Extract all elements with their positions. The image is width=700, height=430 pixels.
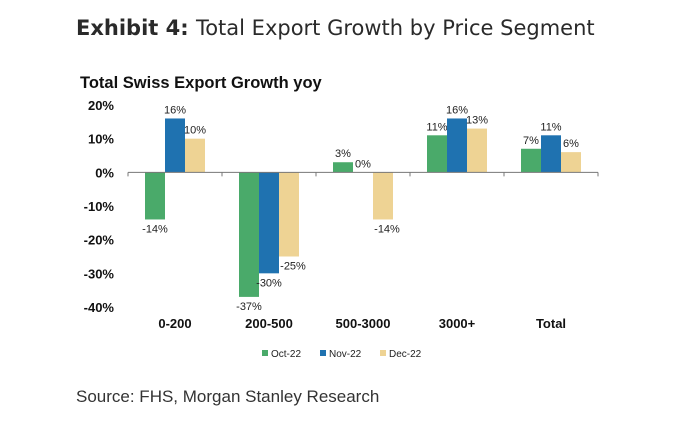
data-label: 16%	[164, 104, 186, 116]
y-tick-label: -30%	[84, 266, 115, 281]
data-label: 10%	[184, 125, 206, 137]
bar-chart: 20%10%0%-10%-20%-30%-40%-14%-37%3%11%7%1…	[84, 98, 599, 360]
y-tick-label: 0%	[95, 165, 114, 180]
data-label: 0%	[355, 158, 371, 170]
bar-oct-22-3000+	[427, 135, 447, 173]
data-label: -14%	[374, 223, 400, 235]
data-label: 7%	[523, 135, 539, 147]
bar-nov-22-200-500	[259, 172, 279, 274]
bar-dec-22-500-3000	[373, 172, 393, 220]
bar-dec-22-200-500	[279, 172, 299, 257]
data-label: 13%	[466, 115, 488, 127]
y-tick-label: 20%	[88, 98, 114, 113]
legend-label: Nov-22	[329, 349, 362, 360]
data-label: 3%	[335, 148, 351, 160]
source-note: Source: FHS, Morgan Stanley Research	[76, 387, 380, 406]
bar-nov-22-3000+	[447, 118, 467, 173]
category-label: 3000+	[439, 316, 476, 331]
data-label: -30%	[256, 277, 282, 289]
bar-dec-22-Total	[561, 152, 581, 173]
y-tick-label: 10%	[88, 132, 114, 147]
data-label: 11%	[540, 121, 561, 133]
chart-title: Total Swiss Export Growth yoy	[80, 74, 322, 92]
legend-label: Dec-22	[389, 349, 422, 360]
category-label: Total	[536, 316, 566, 331]
category-label: 0-200	[158, 316, 191, 331]
data-label: -25%	[280, 261, 306, 273]
y-tick-label: -10%	[84, 199, 115, 214]
bar-oct-22-Total	[521, 148, 541, 173]
bar-oct-22-200-500	[239, 172, 259, 297]
bar-oct-22-0-200	[145, 172, 165, 220]
y-tick-label: -40%	[84, 300, 115, 315]
data-label: 16%	[446, 104, 468, 116]
bar-oct-22-500-3000	[333, 162, 353, 173]
exhibit-title: Total Export Growth by Price Segment	[195, 16, 595, 40]
data-label: -37%	[236, 301, 262, 313]
legend-swatch-oct-22	[262, 350, 268, 356]
data-label: 11%	[426, 121, 447, 133]
bar-dec-22-3000+	[467, 128, 487, 173]
legend-swatch-dec-22	[380, 350, 386, 356]
legend-swatch-nov-22	[320, 350, 326, 356]
legend-label: Oct-22	[271, 349, 301, 360]
exhibit-label: Exhibit 4	[76, 16, 181, 40]
exhibit-heading: Exhibit 4: Total Export Growth by Price …	[76, 16, 595, 40]
bar-nov-22-0-200	[165, 118, 185, 173]
y-tick-label: -20%	[84, 233, 115, 248]
bar-dec-22-0-200	[185, 138, 205, 173]
category-label: 500-3000	[336, 316, 391, 331]
data-label: -14%	[142, 223, 168, 235]
data-label: 6%	[563, 138, 579, 150]
category-label: 200-500	[245, 316, 293, 331]
bar-nov-22-Total	[541, 135, 561, 173]
